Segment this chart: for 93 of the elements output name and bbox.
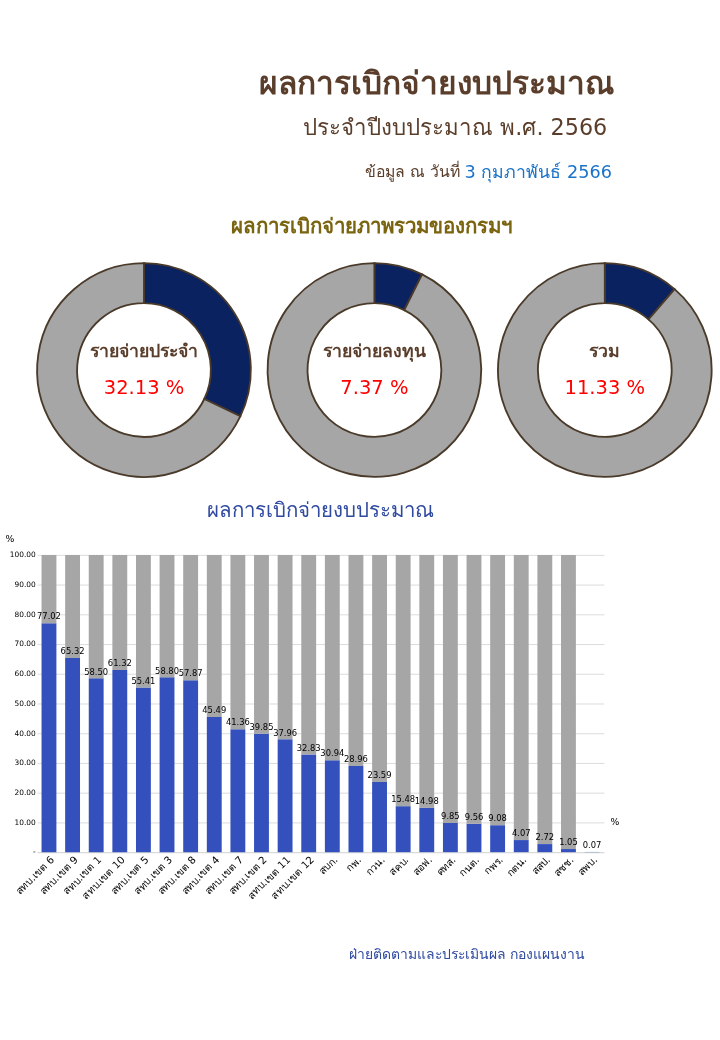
- x-tick-label: สชช.: [551, 854, 576, 879]
- data-label: 0.07: [582, 840, 602, 851]
- data-label: 1.05: [559, 837, 578, 848]
- x-tick-label: สบก.: [316, 854, 340, 877]
- bar: [490, 554, 506, 826]
- data-label: 9.85: [441, 811, 460, 822]
- y-tick-label: 20.00: [14, 788, 37, 798]
- chart-title: ผลการเบิกจ่ายงบประมาณ: [207, 497, 435, 522]
- x-tick-label: สอฟ.: [410, 854, 435, 878]
- x-tick-label: กตน.: [504, 854, 529, 879]
- y-tick-label: 60.00: [14, 669, 37, 679]
- text: 3 กุมภาพันธ์ 2566: [464, 161, 612, 183]
- bar: [537, 844, 553, 853]
- text: ฝ่ายติดตามและประเมินผล กองแผนงาน: [348, 946, 586, 963]
- bar: [324, 760, 340, 853]
- x-tick-label: กพ.: [343, 854, 364, 874]
- text: รวม: [589, 341, 621, 361]
- bar: [561, 849, 576, 853]
- bar: [442, 822, 458, 853]
- bar: [537, 554, 553, 845]
- bar: [135, 687, 151, 853]
- bar: [395, 806, 411, 853]
- data-label: 77.02: [37, 611, 61, 622]
- bar: [41, 623, 57, 853]
- data-label: 32.83: [296, 742, 321, 753]
- bar: [183, 680, 199, 853]
- y-tick-label: 100.00: [9, 550, 37, 560]
- text: 11.33 %: [564, 376, 646, 400]
- bar: [65, 657, 81, 853]
- x-tick-label: กพร.: [482, 854, 505, 877]
- data-label: 14.98: [414, 795, 439, 806]
- bar: [348, 766, 364, 853]
- y-tick-label: -: [33, 847, 37, 857]
- bar: [372, 782, 387, 853]
- y-tick-label: 50.00: [14, 698, 37, 708]
- donut-slice: [497, 262, 713, 478]
- bar: [301, 754, 317, 853]
- bar: [466, 823, 482, 853]
- x-tick-label: สสป.: [529, 854, 553, 877]
- y-tick-label: 10.00: [14, 817, 37, 827]
- x-tick-label: กวน.: [363, 854, 387, 878]
- data-label: 61.32: [107, 658, 132, 669]
- data-label: 2.72: [535, 832, 555, 843]
- bar: [230, 729, 246, 853]
- bar: [88, 678, 104, 853]
- bar: [254, 733, 269, 853]
- y-tick-label: 70.00: [14, 639, 37, 649]
- x-tick-label: ศทส.: [434, 854, 458, 878]
- bar: [513, 840, 529, 853]
- data-label: 28.96: [343, 754, 368, 765]
- data-label: 57.87: [178, 668, 203, 679]
- data-label: 30.94: [320, 748, 345, 759]
- text: 7.37 %: [340, 376, 409, 400]
- bar: [466, 554, 482, 824]
- data-label: 9.08: [488, 813, 507, 824]
- text: รายจ่ายประจำ: [90, 341, 198, 361]
- bar: [112, 669, 128, 853]
- data-label: 58.80: [155, 665, 179, 676]
- bar: [490, 825, 506, 853]
- data-label: 15.48: [391, 794, 416, 805]
- x-tick-label: สคบ.: [386, 854, 411, 878]
- data-label: 37.96: [273, 727, 298, 738]
- bar: [442, 554, 458, 823]
- bar: [561, 554, 576, 850]
- bar: [513, 554, 529, 841]
- bar: [206, 716, 222, 853]
- x-tick-label: สพบ.: [575, 854, 600, 878]
- text: ผลการเบิกจ่ายงบประมาณ: [259, 65, 615, 102]
- donut-slice: [266, 262, 482, 478]
- data-label: 41.36: [225, 717, 250, 728]
- data-label: 9.56: [464, 812, 484, 823]
- text: ผลการเบิกจ่ายภาพรวมของกรมฯ: [231, 213, 513, 238]
- data-label: 58.50: [84, 666, 109, 677]
- y-tick-label: 90.00: [14, 579, 37, 589]
- data-label: 45.49: [202, 705, 227, 716]
- text: รายจ่ายลงทุน: [322, 341, 426, 362]
- bar: [419, 807, 435, 853]
- x-tick-label: กนต.: [457, 854, 482, 879]
- y-axis-title: %: [5, 533, 15, 545]
- data-label: 55.41: [131, 675, 156, 686]
- y-tick-label: 80.00: [14, 609, 37, 619]
- text: ประจำปีงบประมาณ พ.ศ. 2566: [303, 113, 608, 140]
- bar: [277, 739, 293, 853]
- text: ข้อมูล ณ วันที่: [364, 159, 460, 182]
- bar: [159, 677, 175, 853]
- y-tick-label: 40.00: [14, 728, 37, 738]
- data-label: 4.07: [511, 828, 531, 839]
- data-label: 23.59: [367, 770, 392, 781]
- y-tick-label: 30.00: [14, 758, 37, 768]
- text: 32.13 %: [103, 376, 185, 400]
- text: %: [610, 816, 620, 828]
- data-label: 39.85: [249, 721, 274, 732]
- data-label: 65.32: [60, 646, 85, 657]
